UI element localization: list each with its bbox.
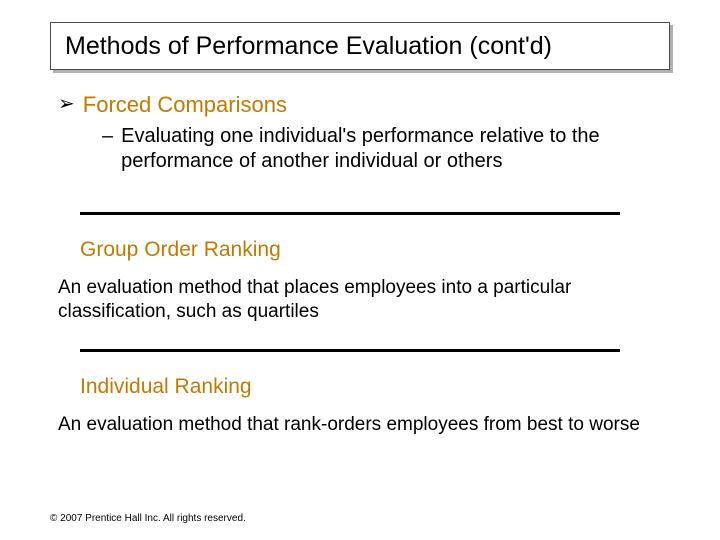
divider-line xyxy=(80,349,620,352)
slide-title-box: Methods of Performance Evaluation (cont'… xyxy=(50,22,670,70)
sub-bullet: – Evaluating one individual's performanc… xyxy=(102,124,668,174)
definition-title: Individual Ranking xyxy=(80,375,640,399)
divider-line xyxy=(80,212,620,215)
definition-body: An evaluation method that rank-orders em… xyxy=(58,413,648,437)
dash-icon: – xyxy=(102,124,113,149)
arrow-icon: ➢ xyxy=(58,92,75,116)
bullet-section: ➢ Forced Comparisons – Evaluating one in… xyxy=(58,92,668,174)
slide-title: Methods of Performance Evaluation (cont'… xyxy=(65,32,552,61)
definition-body: An evaluation method that places employe… xyxy=(58,276,648,324)
definition-block: Group Order Ranking An evaluation method… xyxy=(80,238,640,324)
definition-block: Individual Ranking An evaluation method … xyxy=(80,375,640,437)
main-bullet-text: Forced Comparisons xyxy=(83,92,287,118)
sub-bullet-text: Evaluating one individual's performance … xyxy=(121,124,651,174)
copyright-footer: © 2007 Prentice Hall Inc. All rights res… xyxy=(50,513,246,524)
main-bullet: ➢ Forced Comparisons xyxy=(58,92,668,118)
definition-title: Group Order Ranking xyxy=(80,238,640,262)
